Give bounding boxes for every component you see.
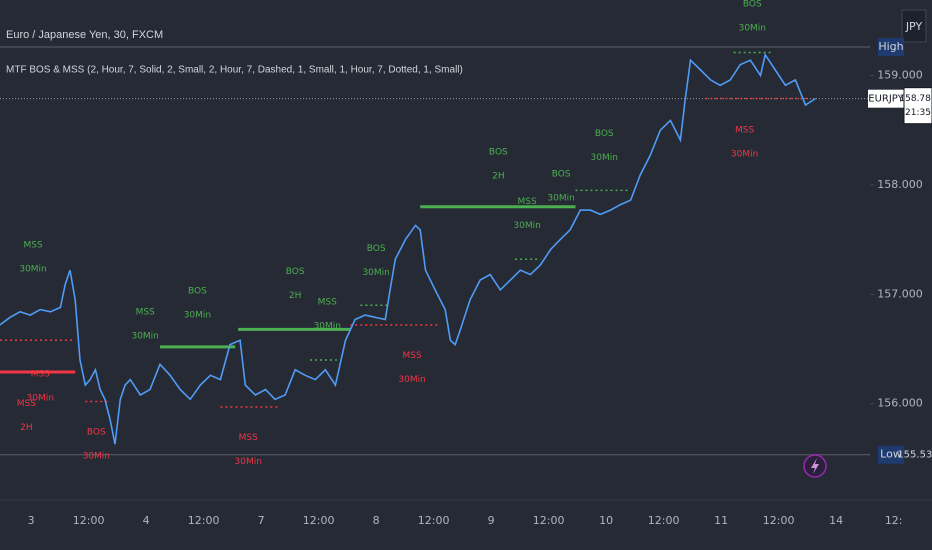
y-tick-label: 158.000 (877, 178, 923, 191)
annotation-label: BOS (489, 148, 508, 158)
annotation-timeframe: 30Min (362, 268, 389, 278)
chart-title: Euro / Japanese Yen, 30, FXCM (6, 29, 163, 41)
annotation-label: BOS (188, 287, 207, 297)
alert-icon[interactable] (803, 454, 827, 478)
annotation-timeframe: 30Min (547, 193, 574, 203)
x-tick-label: 14 (829, 514, 843, 527)
x-tick-label: 12:00 (763, 514, 795, 527)
plot-area (0, 46, 870, 456)
annotation-timeframe: 30Min (83, 452, 110, 462)
annotation-label: MSS (402, 351, 421, 361)
indicator-label: MTF BOS & MSS (2, Hour, 7, Solid, 2, Sma… (6, 65, 463, 76)
x-tick-label: 12:00 (648, 514, 680, 527)
annotation-timeframe: 2H (20, 423, 33, 433)
annotation-timeframe: 30Min (235, 457, 262, 467)
annotation-label: MSS (318, 297, 337, 307)
annotation-label: MSS (517, 197, 536, 207)
x-tick-label: 8 (373, 514, 380, 527)
annotation-label: BOS (87, 428, 106, 438)
annotation-label: BOS (286, 267, 305, 277)
symbol-box (868, 89, 904, 108)
price-box (903, 87, 932, 125)
annotation-timeframe: 30Min (19, 265, 46, 275)
annotation-label: BOS (552, 169, 571, 179)
annotation-timeframe: 30Min (731, 150, 758, 160)
annotation-label: MSS (17, 399, 36, 409)
annotation-timeframe: 2H (289, 291, 302, 301)
annotation-label: MSS (735, 126, 754, 136)
y-tick-label: 159.000 (877, 68, 923, 81)
countdown: 21:35 (905, 108, 931, 118)
annotation-timeframe: 2H (492, 172, 505, 182)
y-tick-label: 157.000 (877, 287, 923, 300)
x-tick-label: 4 (143, 514, 150, 527)
last-price: 158.788 (899, 94, 932, 104)
currency-box[interactable] (901, 9, 927, 43)
high-box (878, 38, 904, 57)
x-tick-label: 10 (599, 514, 613, 527)
annotation-timeframe: 30Min (591, 153, 618, 163)
x-tick-label: 12:00 (303, 514, 335, 527)
annotation-label: MSS (239, 433, 258, 443)
annotation-label: MSS (136, 307, 155, 317)
annotation-timeframe: 30Min (314, 321, 341, 331)
annotation-label: BOS (367, 244, 386, 254)
price-axis (870, 0, 932, 500)
annotation-timeframe: 30Min (739, 24, 766, 34)
x-tick-label: 12:00 (533, 514, 565, 527)
annotation-label: BOS (595, 129, 614, 139)
x-tick-label: 12: (885, 514, 903, 527)
annotation-timeframe: 30Min (513, 221, 540, 231)
x-tick-label: 3 (28, 514, 35, 527)
currency: JPY (905, 20, 923, 33)
annotation-timeframe: 30Min (131, 331, 158, 341)
low-box (878, 445, 904, 464)
annotation-timeframe: 30Min (184, 311, 211, 321)
annotation-label: BOS (743, 0, 762, 10)
annotation-label: MSS (31, 370, 50, 380)
high-label: High (878, 40, 903, 53)
x-tick-label: 12:00 (418, 514, 450, 527)
low-price: 155.534 (897, 450, 932, 461)
annotation-timeframe: 30Min (398, 375, 425, 385)
x-tick-label: 9 (488, 514, 495, 527)
symbol: EURJPY (868, 94, 904, 105)
annotation-label: MSS (23, 241, 42, 251)
price-line (0, 52, 817, 445)
low-label: Low (880, 448, 902, 461)
x-tick-label: 7 (258, 514, 265, 527)
x-tick-label: 11 (714, 514, 728, 527)
x-tick-label: 12:00 (188, 514, 220, 527)
annotation-timeframe: 30Min (27, 394, 54, 404)
y-tick-label: 156.000 (877, 397, 923, 410)
bolt (811, 458, 819, 474)
x-tick-label: 12:00 (73, 514, 105, 527)
